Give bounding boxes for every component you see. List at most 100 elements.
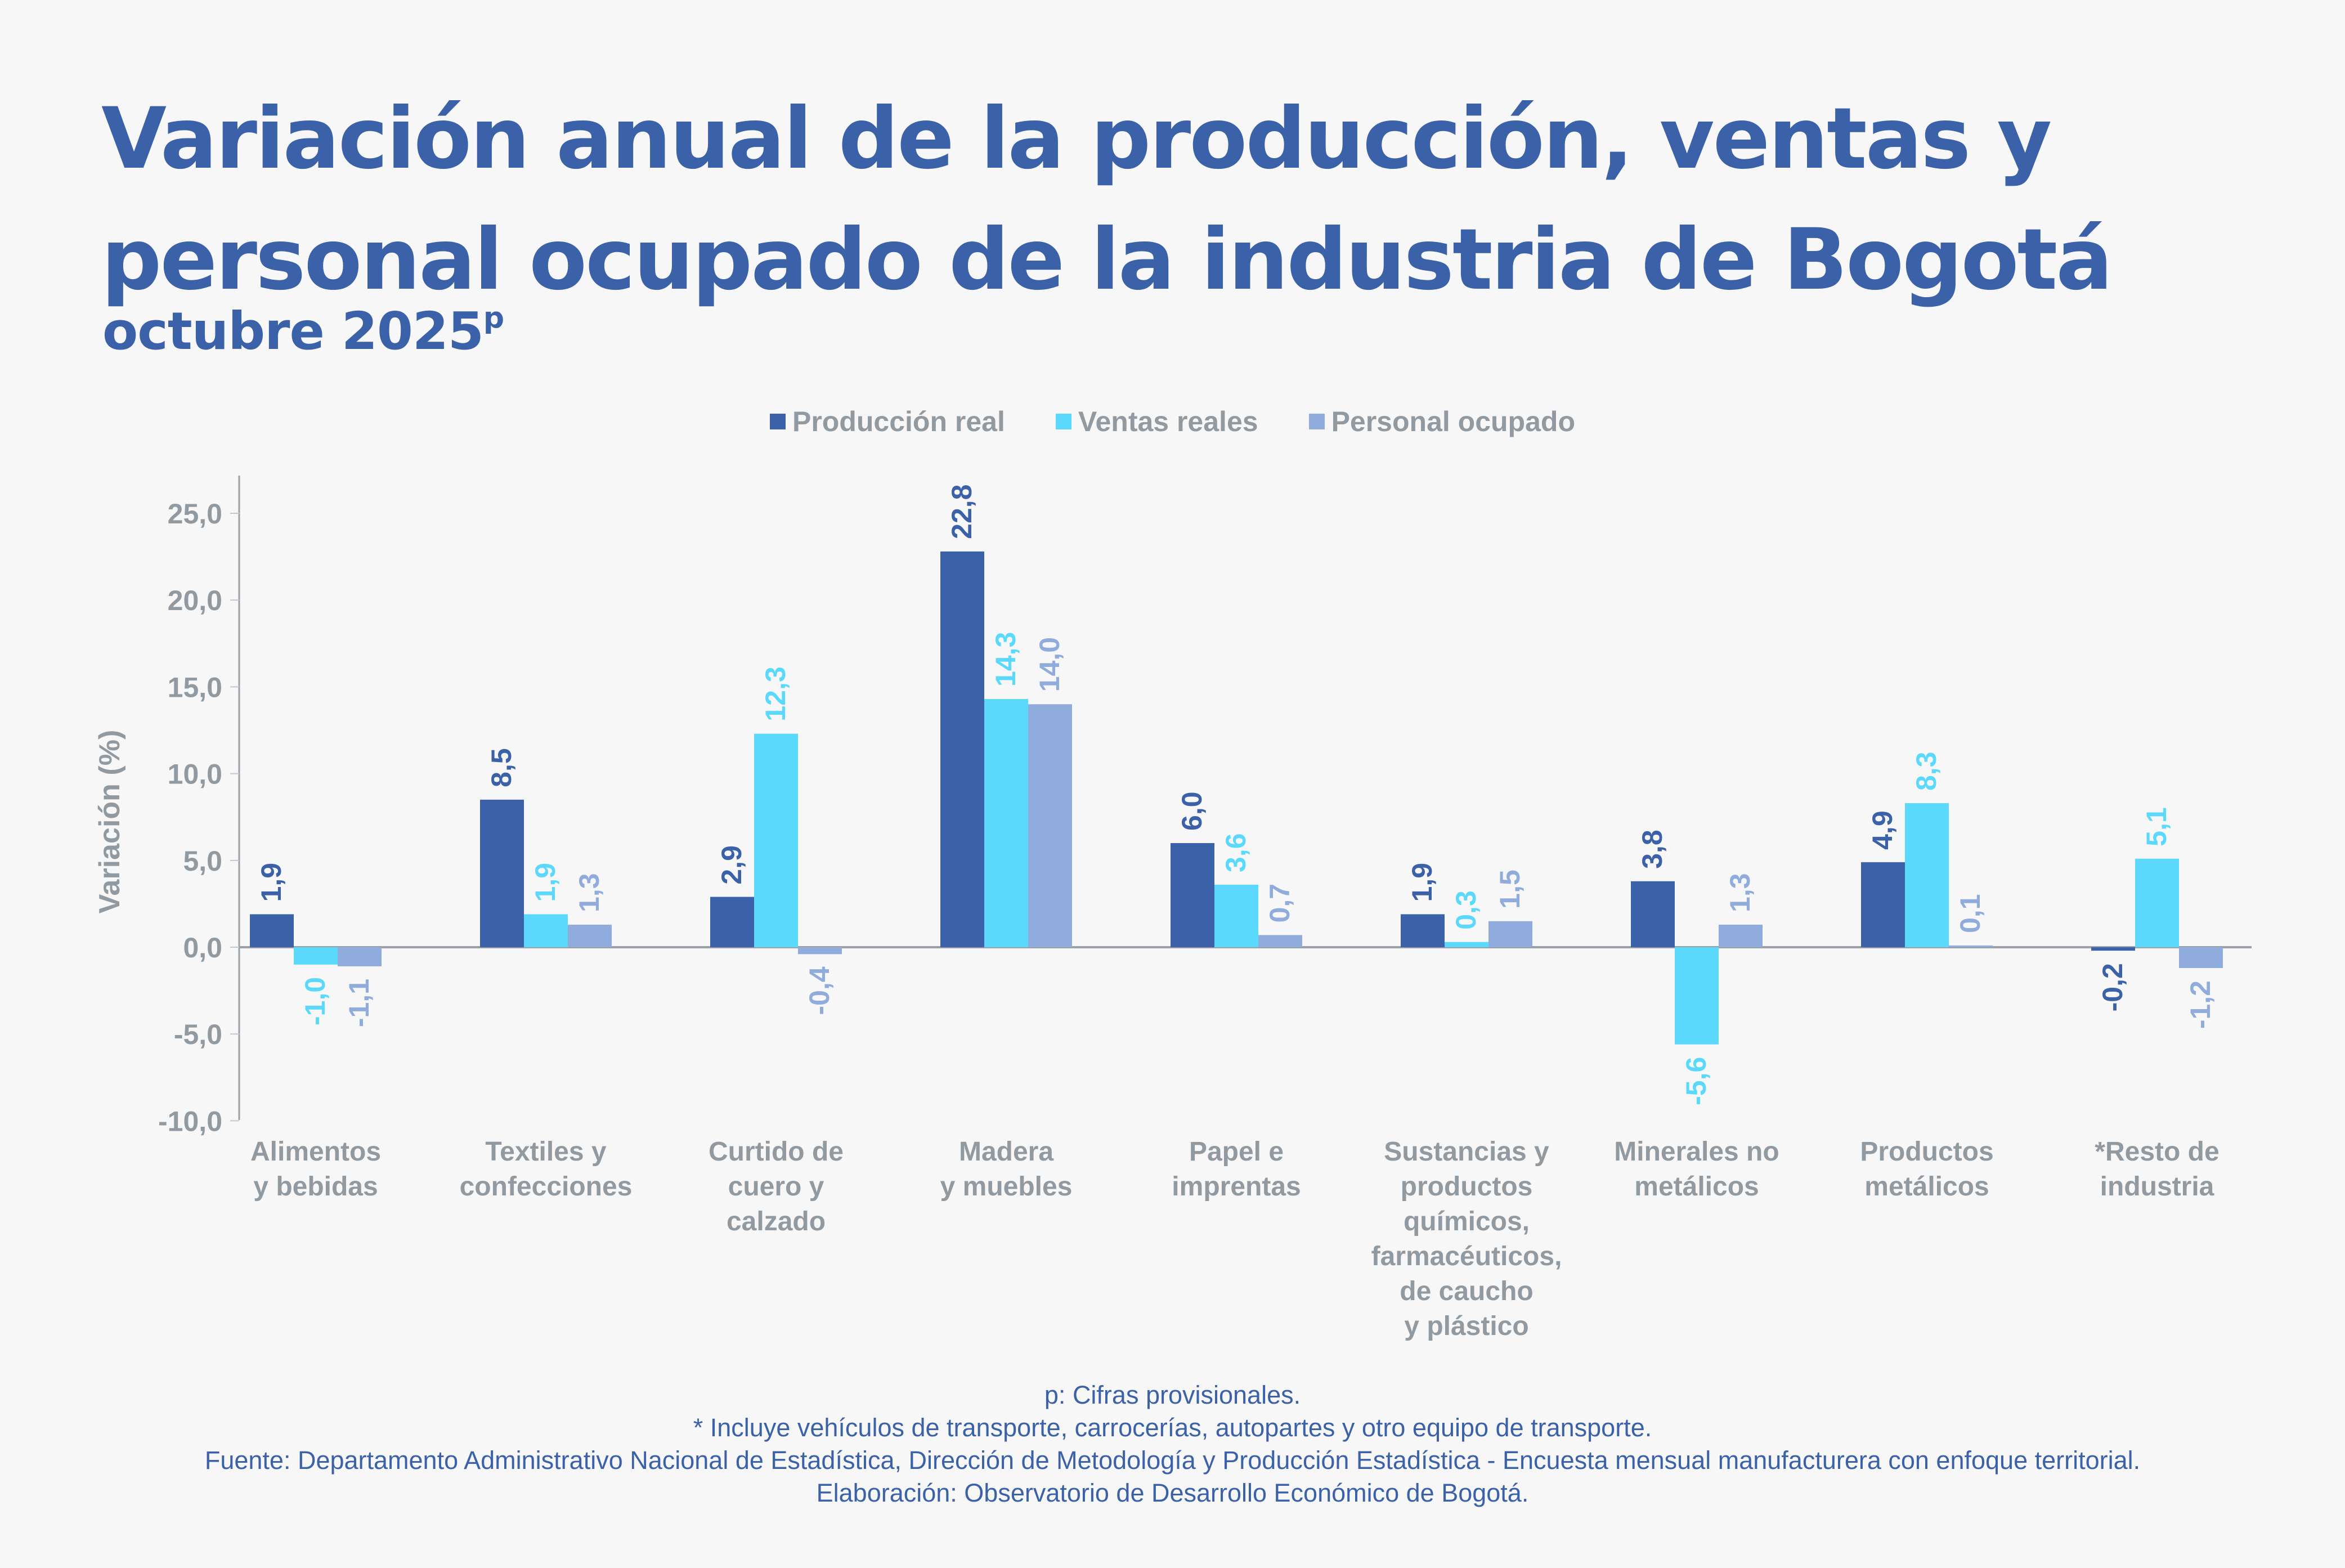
x-category-label: Productos metálicos: [1860, 1137, 1993, 1202]
data-label-personal: 14,0: [1034, 637, 1065, 692]
data-label-produccion: 2,9: [716, 845, 747, 885]
y-tick-label: 15,0: [168, 671, 222, 703]
x-category-label-line: Curtido de: [709, 1137, 844, 1167]
x-category-label: Madera y muebles: [940, 1137, 1073, 1202]
data-label-produccion: 6,0: [1176, 791, 1208, 831]
x-category-label-line: Textiles y: [485, 1137, 607, 1167]
x-category-label: Curtido de cuero y calzado: [709, 1137, 844, 1237]
legend-label-personal: Personal ocupado: [1331, 406, 1575, 437]
provisional-marker: p: [483, 301, 504, 335]
x-category-label: Textiles y confecciones: [460, 1137, 633, 1202]
data-label-produccion: 1,9: [1406, 863, 1438, 902]
data-label-ventas: 0,3: [1450, 890, 1482, 930]
x-category-label: Papel e imprentas: [1172, 1137, 1301, 1202]
data-label-produccion: 4,9: [1867, 810, 1898, 850]
x-category-label: Sustancias y productos químicos, farmacéuti…: [1371, 1137, 1562, 1341]
bar-ventas: [754, 733, 798, 947]
y-tick-label: -5,0: [174, 1019, 222, 1050]
y-tick-label: 20,0: [168, 585, 222, 616]
bar-ventas: [294, 947, 338, 965]
data-label-ventas: 14,3: [990, 632, 1021, 687]
bar-personal: [338, 947, 382, 966]
x-category-label-line: imprentas: [1172, 1172, 1301, 1202]
chart-title: Variación anual de la producción, ventas…: [101, 79, 2240, 321]
x-category-label: Minerales no metálicos: [1614, 1137, 1779, 1202]
legend-swatch-produccion: [769, 414, 786, 429]
x-category-label-line: Papel e: [1189, 1137, 1284, 1167]
bar-produccion: [1401, 914, 1445, 947]
chart-footer: p: Cifras provisionales. * Incluye vehíc…: [0, 1379, 2345, 1509]
data-label-ventas: 3,6: [1220, 833, 1252, 872]
x-category-label-line: y bebidas: [253, 1172, 378, 1202]
data-label-personal: 0,7: [1264, 884, 1295, 923]
x-category-label-line: farmacéuticos,: [1371, 1242, 1562, 1271]
subtitle-period: octubre 2025: [102, 301, 484, 361]
legend-label-ventas: Ventas reales: [1078, 406, 1258, 437]
bar-personal: [1949, 945, 1993, 947]
x-category-label-line: y plástico: [1404, 1311, 1528, 1341]
bar-ventas: [524, 914, 568, 947]
bar-personal: [1719, 924, 1763, 947]
note-provisional: p: Cifras provisionales.: [1044, 1381, 1301, 1409]
bar-personal: [798, 947, 842, 955]
x-category-label-line: Minerales no: [1614, 1137, 1779, 1167]
bar-ventas: [2135, 858, 2179, 947]
x-category-label-line: industria: [2100, 1172, 2214, 1202]
data-label-personal: -1,2: [2185, 980, 2216, 1029]
bar-ventas: [1675, 947, 1719, 1045]
y-tick-label: 10,0: [168, 759, 222, 790]
data-label-personal: 1,5: [1494, 870, 1526, 909]
x-category-label-line: químicos,: [1404, 1207, 1530, 1237]
x-category-label-line: calzado: [727, 1207, 826, 1237]
bar-produccion: [250, 914, 294, 947]
data-label-ventas: -1,0: [299, 977, 331, 1025]
legend-label-produccion: Producción real: [792, 406, 1005, 437]
legend-swatch-personal: [1308, 414, 1325, 429]
source-note: Fuente: Departamento Administrativo Naci…: [204, 1446, 2141, 1475]
bars: [250, 551, 2223, 1045]
note-asterisk: * Incluye vehículos de transporte, carro…: [693, 1413, 1652, 1442]
x-category-label: Alimentos y bebidas: [250, 1137, 381, 1202]
bar-personal: [2179, 947, 2223, 969]
legend-item-produccion: Producción real: [769, 405, 1005, 438]
data-label-ventas: 5,1: [2141, 807, 2172, 846]
data-label-produccion: 22,8: [946, 485, 978, 539]
chart-subtitle: octubre 2025p: [102, 301, 504, 361]
x-axis-categories: Alimentos y bebidas Textiles y confecciones…: [250, 1137, 2220, 1341]
bar-personal: [1488, 921, 1532, 947]
data-label-personal: -1,1: [343, 979, 375, 1027]
elaboration-note: Elaboración: Observatorio de Desarrollo …: [816, 1479, 1529, 1507]
data-labels: 1,9 8,5 2,9 22,8 6,0 1,9 3,8 4,9 -0,2 -1,0 1,9 12,3…: [255, 485, 2216, 1105]
bar-ventas: [1445, 942, 1488, 947]
x-category-label-line: *Resto de: [2095, 1137, 2219, 1167]
data-label-produccion: 3,8: [1636, 830, 1668, 869]
bar-produccion: [710, 897, 754, 947]
x-category-label-line: metálicos: [1864, 1172, 1989, 1202]
data-label-ventas: 8,3: [1911, 752, 1942, 791]
x-category-label-line: Productos: [1860, 1137, 1993, 1167]
legend-item-ventas: Ventas reales: [1055, 405, 1258, 438]
y-tick-label: 0,0: [183, 932, 222, 964]
bar-personal: [568, 924, 612, 947]
bar-chart: -10,0 -5,0 0,0 5,0 10,0 15,0 20,0 25,0 1,9 8,5 2,…: [93, 476, 2252, 1341]
bar-ventas: [1214, 884, 1258, 947]
bar-produccion: [2091, 947, 2135, 951]
x-category-label-line: Sustancias y: [1384, 1137, 1549, 1167]
x-category-label: *Resto de industria: [2095, 1137, 2219, 1202]
bar-personal: [1258, 935, 1302, 947]
data-label-ventas: 1,9: [530, 863, 561, 902]
chart-title-line-2: personal ocupado de la industria de Bogo…: [101, 211, 2113, 309]
bar-produccion: [1861, 862, 1905, 947]
data-label-ventas: 12,3: [760, 666, 791, 721]
data-label-personal: 1,3: [573, 873, 605, 912]
chart-title-line-1: Variación anual de la producción, ventas…: [101, 90, 2052, 188]
bar-produccion: [940, 551, 984, 947]
bar-produccion: [480, 799, 524, 947]
x-category-label-line: cuero y: [728, 1172, 824, 1202]
data-label-ventas: -5,6: [1680, 1057, 1712, 1105]
data-label-produccion: 1,9: [255, 863, 287, 902]
bar-personal: [1028, 704, 1072, 947]
data-label-produccion: -0,2: [2097, 963, 2128, 1011]
y-tick-label: 25,0: [168, 498, 222, 530]
bar-ventas: [984, 698, 1028, 947]
